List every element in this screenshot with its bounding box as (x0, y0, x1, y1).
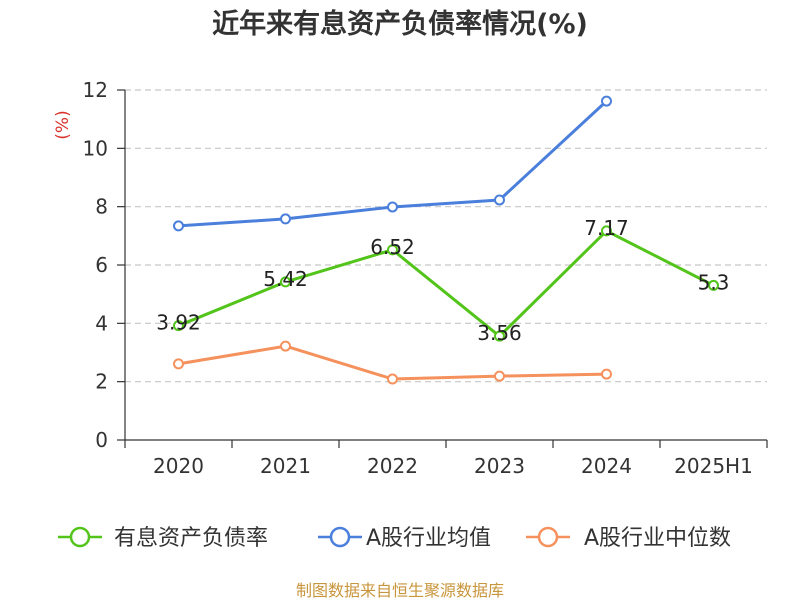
data-point (387, 201, 398, 213)
y-tick-label: 0 (95, 428, 108, 452)
data-point (173, 320, 184, 332)
y-tick-label: 6 (95, 253, 108, 277)
data-point (708, 279, 719, 291)
y-tick-label: 12 (83, 78, 108, 102)
legend-circle-icon (329, 526, 351, 548)
grid-lines (125, 89, 767, 383)
data-point (494, 330, 505, 342)
data-label: 5.42 (263, 267, 308, 291)
data-point (494, 194, 505, 206)
data-label: 7.17 (584, 216, 629, 240)
data-label: 6.52 (370, 235, 415, 259)
y-tick-label: 2 (95, 370, 108, 394)
legend-item-industry-median[interactable]: A股行业中位数 (526, 526, 731, 551)
legend-label: A股行业中位数 (584, 526, 731, 551)
legend: 有息资产负债率 A股行业均值 A股行业中位数 (58, 526, 731, 551)
x-tick-label: 2023 (474, 454, 525, 478)
x-tick-label: 2020 (153, 454, 204, 478)
data-point (280, 340, 291, 352)
data-point (173, 358, 184, 370)
data-label: 3.92 (156, 311, 201, 335)
data-point (387, 373, 398, 385)
y-axis-label: (%) (53, 110, 73, 139)
legend-circle-icon (69, 526, 91, 548)
series-line (177, 229, 715, 338)
legend-item-interest-bearing-debt-ratio[interactable]: 有息资产负债率 (58, 526, 268, 551)
data-point (280, 213, 291, 225)
x-tick-label: 2025H1 (674, 454, 753, 478)
chart-title: 近年来有息资产负债率情况(%) (212, 8, 588, 40)
data-point (601, 368, 612, 380)
y-tick-label: 8 (95, 195, 108, 219)
legend-item-industry-mean[interactable]: A股行业均值 (318, 526, 491, 551)
data-point (280, 276, 291, 288)
x-tick-label: 2021 (260, 454, 311, 478)
legend-label: A股行业均值 (366, 526, 491, 551)
y-tick-label: 10 (83, 136, 108, 160)
series-layer (173, 95, 719, 385)
data-point (494, 370, 505, 382)
data-point (601, 225, 612, 237)
data-point (601, 95, 612, 107)
legend-label: 有息资产负债率 (114, 526, 268, 551)
data-labels: 3.92 5.42 6.52 3.56 7.17 5.3 (156, 216, 729, 345)
data-point (387, 244, 398, 256)
source-note: 制图数据来自恒生聚源数据库 (296, 581, 504, 600)
data-point (173, 220, 184, 232)
axes: 0 2 4 6 8 10 12 2020 2021 2022 2023 2024 2025H1 (83, 78, 768, 478)
x-tick-label: 2024 (581, 454, 632, 478)
data-label: 3.56 (477, 321, 522, 345)
y-tick-label: 4 (95, 311, 108, 335)
data-label: 5.3 (698, 270, 730, 294)
x-tick-label: 2022 (367, 454, 418, 478)
legend-circle-icon (537, 526, 559, 548)
